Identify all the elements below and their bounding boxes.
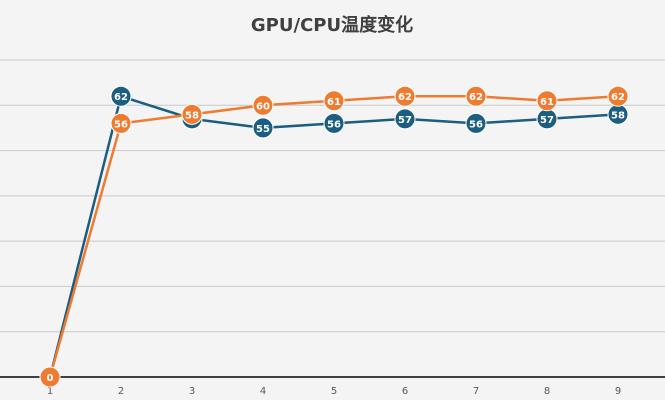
data-label: 58 (185, 110, 199, 121)
data-point (465, 85, 487, 107)
data-label: 58 (611, 110, 625, 121)
data-label: 61 (327, 97, 341, 108)
x-tick-label: 8 (544, 386, 550, 397)
data-point (323, 90, 345, 112)
data-point (39, 366, 61, 388)
series-line (48, 94, 619, 378)
data-label: 61 (540, 97, 554, 108)
x-tick-label: 5 (331, 386, 337, 397)
data-point (110, 112, 132, 134)
x-tick-label: 3 (189, 386, 195, 397)
data-point (110, 85, 132, 107)
data-label: 0 (47, 373, 54, 384)
data-label: 55 (256, 124, 270, 135)
data-point (536, 90, 558, 112)
data-point (181, 103, 203, 125)
data-label: 60 (256, 101, 270, 112)
chart-title: GPU/CPU温度变化 (251, 14, 413, 36)
data-label: 62 (114, 92, 128, 103)
data-label: 56 (114, 119, 128, 130)
series-line (48, 94, 619, 378)
x-tick-label: 2 (118, 386, 124, 397)
data-point (394, 85, 416, 107)
data-label: 57 (398, 115, 412, 126)
data-point (607, 85, 629, 107)
data-label: 62 (469, 92, 483, 103)
data-point (252, 94, 274, 116)
data-label: 56 (469, 119, 483, 130)
data-label: 62 (398, 92, 412, 103)
data-point (394, 108, 416, 130)
x-tick-label: 6 (402, 386, 408, 397)
x-tick-label: 7 (473, 386, 479, 397)
x-tick-label: 1 (47, 386, 53, 397)
x-tick-label: 4 (260, 386, 266, 397)
data-label: 62 (611, 92, 625, 103)
data-label: 57 (540, 115, 554, 126)
data-label: 56 (327, 119, 341, 130)
data-point (323, 112, 345, 134)
x-tick-label: 9 (615, 386, 621, 397)
data-point (465, 112, 487, 134)
data-point (252, 117, 274, 139)
